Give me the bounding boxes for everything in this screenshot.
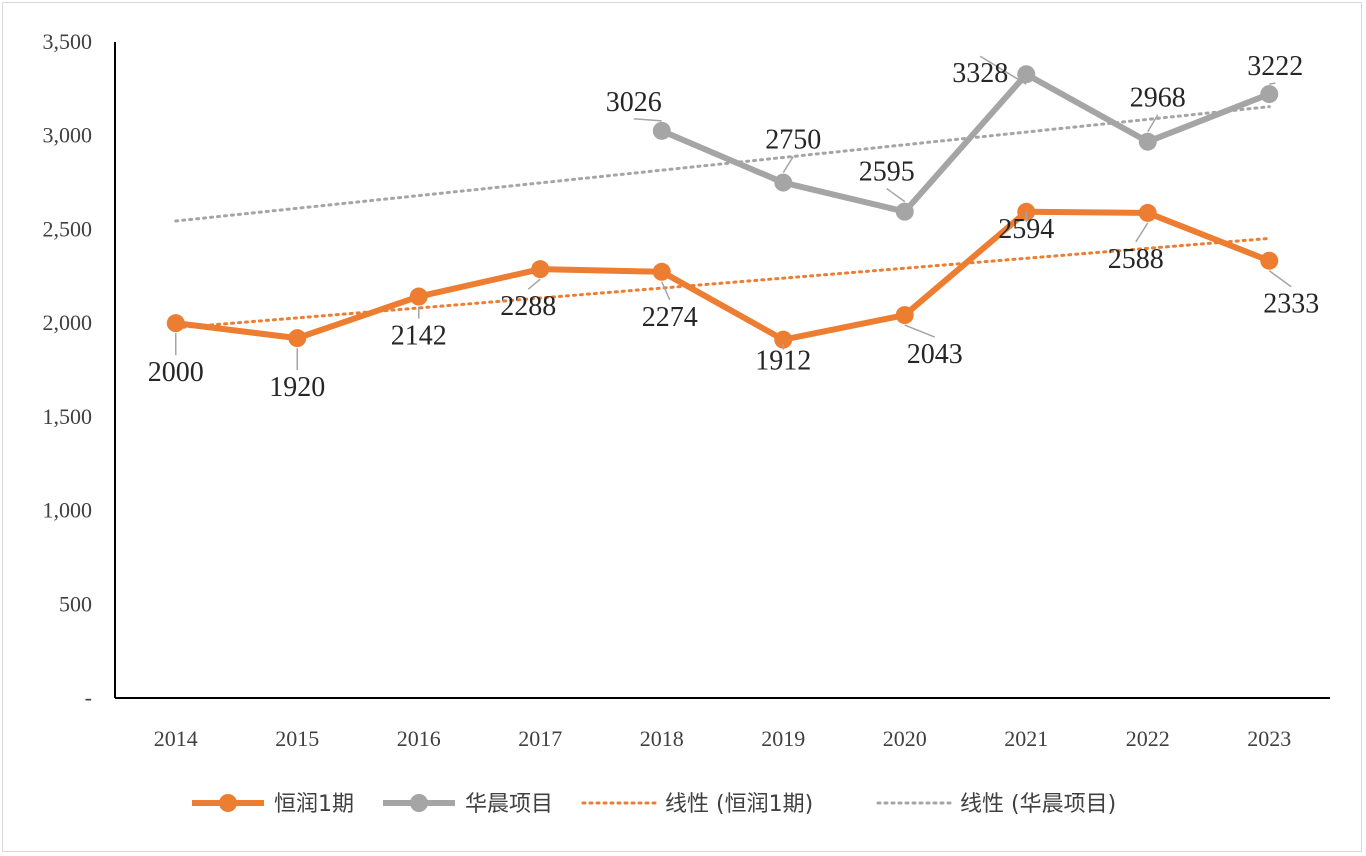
series-point (895, 202, 914, 221)
x-tick-label: 2014 (154, 726, 198, 751)
data-label: 3222 (1247, 51, 1303, 82)
trendlines (174, 105, 1271, 330)
data-label: 2288 (500, 291, 556, 322)
legend-swatch-marker (219, 794, 237, 812)
y-tick-label: 3,000 (43, 123, 93, 148)
data-label: 2588 (1108, 244, 1164, 275)
data-label: 2142 (391, 321, 447, 352)
series-point (1260, 85, 1279, 104)
data-label: 2043 (907, 339, 963, 370)
y-tick-label: 2,500 (43, 216, 93, 241)
data-label: 3026 (606, 87, 662, 118)
legend: 恒润1期 华晨项目 线性 (恒润1期) 线性 (华晨项目) (192, 792, 1116, 817)
label-leader-line (1269, 82, 1276, 85)
x-axis-ticks: 2014 2015 2016 2017 2018 2019 2020 2021 2022 2023 (154, 726, 1292, 751)
x-tick-label: 2023 (1247, 726, 1291, 751)
label-leader-line (886, 188, 906, 203)
x-tick-label: 2015 (275, 726, 319, 751)
data-label: 2333 (1263, 289, 1319, 320)
label-leader-lines (175, 55, 1292, 371)
x-tick-label: 2020 (883, 726, 927, 751)
label-leader-line (1147, 114, 1159, 133)
data-label: 2274 (642, 302, 698, 333)
label-leader-line (1135, 222, 1149, 243)
series-line (660, 71, 1271, 215)
label-leader-line (1268, 270, 1292, 288)
series-point (652, 121, 671, 140)
y-tick-label: 1,500 (43, 404, 93, 429)
data-label: 2750 (765, 125, 821, 156)
series-line (175, 208, 1271, 343)
series-point (652, 262, 671, 281)
series-point (531, 260, 550, 279)
y-tick-label: 2,000 (43, 310, 93, 335)
series-point (1017, 65, 1036, 84)
data-label: 1920 (269, 372, 325, 403)
data-label: 2595 (859, 157, 915, 188)
x-tick-label: 2021 (1004, 726, 1048, 751)
series-point (409, 287, 428, 306)
label-leader-line (661, 281, 671, 301)
legend-label: 线性 (恒润1期) (665, 792, 813, 817)
trendline (174, 105, 1271, 223)
data-label: 2968 (1130, 83, 1186, 114)
x-tick-label: 2017 (518, 726, 562, 751)
data-label: 1912 (755, 346, 811, 377)
label-leader-line (782, 156, 794, 173)
x-tick-label: 2019 (761, 726, 805, 751)
label-leader-line (633, 118, 662, 122)
series-point (1138, 132, 1157, 151)
y-axis-ticks: - 500 1,000 1,500 2,000 2,500 3,000 3,500 (43, 29, 93, 710)
y-tick-label: 1,000 (43, 498, 93, 523)
data-label: 2594 (998, 214, 1054, 245)
y-tick-label: 500 (59, 591, 92, 616)
data-label: 2000 (148, 357, 204, 388)
x-tick-label: 2022 (1126, 726, 1170, 751)
x-tick-label: 2016 (397, 726, 441, 751)
label-leader-line (979, 55, 1027, 85)
y-tick-label: 3,500 (43, 29, 93, 54)
label-leader-line (527, 278, 541, 290)
legend-label: 线性 (华晨项目) (960, 792, 1116, 817)
series-point (1138, 203, 1157, 222)
x-tick-label: 2018 (640, 726, 684, 751)
series-point (774, 173, 793, 192)
legend-label: 恒润1期 (274, 792, 354, 817)
series-point (774, 330, 793, 349)
trendline (174, 236, 1271, 330)
series-point (288, 329, 307, 348)
series-point (1260, 251, 1279, 270)
data-labels: 2000 1920 2142 2288 2274 1912 2043 2594 2588 2333… (148, 51, 1320, 403)
y-tick-label: - (85, 685, 92, 710)
series-lines (166, 65, 1279, 349)
data-label: 3328 (952, 58, 1008, 89)
legend-label: 华晨项目 (465, 792, 553, 817)
series-point (895, 306, 914, 325)
series-point (166, 314, 185, 333)
legend-swatch-marker (410, 794, 428, 812)
label-leader-line (904, 324, 936, 338)
